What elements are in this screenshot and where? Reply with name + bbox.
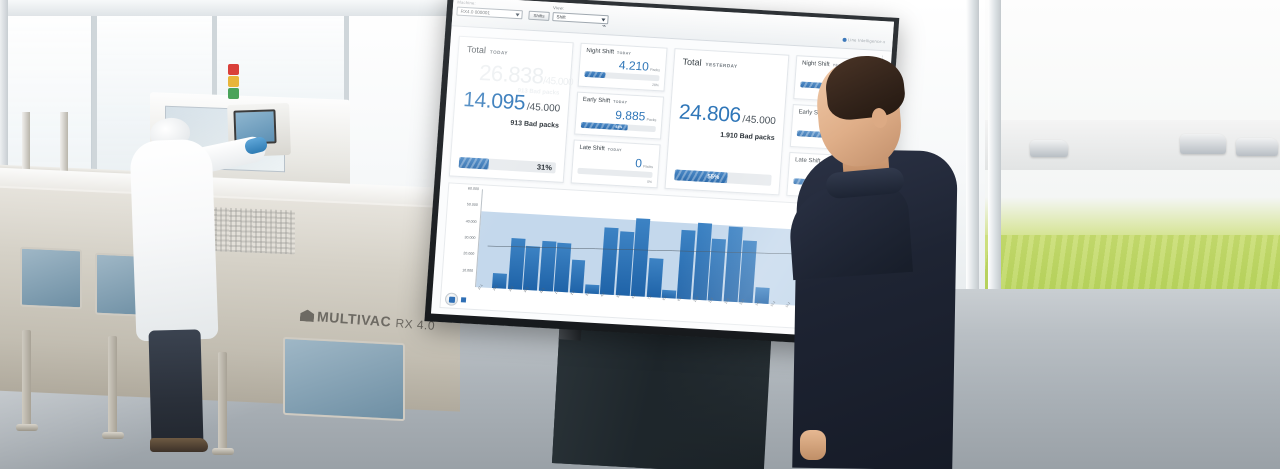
car-2 [1180, 134, 1226, 154]
chevron-down-icon [601, 17, 606, 22]
machine-frame-post-1 [22, 112, 30, 190]
window-mullion-1 [92, 0, 97, 300]
early-shift-today-value-row: 9.885 Packs [581, 105, 657, 123]
late-shift-today-title: Late Shift [579, 145, 605, 153]
card-late-shift-today[interactable]: Late Shift TODAY 0 Packs 0% [570, 139, 661, 189]
night-shift-today-period: TODAY [616, 50, 632, 56]
app-brand-text: Line Intelligence.x [847, 37, 886, 45]
early-shift-today-unit: Packs [646, 117, 657, 122]
card-total-yesterday-bad-packs: 1.910 Bad packs [719, 131, 775, 142]
card-total-today-period: TODAY [489, 49, 509, 56]
ceiling-beam [0, 0, 450, 16]
card-total-today-target: /45.000 [526, 101, 561, 115]
card-total-yesterday-target: /45.000 [742, 113, 777, 127]
shifts-button[interactable]: Shifts [528, 10, 550, 21]
card-total-today-progress: 31% [458, 156, 557, 174]
progress-fill [458, 156, 490, 170]
car-1 [1030, 140, 1068, 157]
chart-y-tick: 50.000 [466, 202, 478, 208]
shift-column-today: Night Shift TODAY 4.210 Packs 28% [570, 42, 668, 189]
card-total-yesterday[interactable]: Total YESTERDAY 24.806 /45.000 1.910 Bad… [664, 48, 790, 196]
car-3 [1236, 138, 1278, 156]
early-shift-today-period: TODAY [613, 99, 628, 105]
early-shift-today-percent-inline: 63% [615, 125, 623, 130]
machine-leg-3 [218, 352, 227, 450]
multivac-mark-icon [300, 309, 315, 322]
stack-light [228, 64, 239, 104]
chart-y-tick: 20.000 [463, 251, 475, 257]
card-total-today-bad-packs: 913 Bad packs [510, 119, 560, 130]
chart-y-axis: 60.000 50.000 40.000 30.000 20.000 10.000 [442, 186, 483, 288]
machine-leg-2 [108, 336, 117, 434]
early-shift-today-percent [581, 131, 656, 135]
progress-fill [584, 71, 606, 79]
window-mullion-3 [344, 0, 349, 190]
card-total-yesterday-progress: 55% [674, 169, 772, 186]
machine-select[interactable]: RX4.0 000001 [456, 6, 523, 20]
app-brand-logo: Line Intelligence.x [842, 37, 886, 44]
night-shift-today-title: Night Shift [586, 48, 615, 56]
card-total-today-ghost-value: 26.838/45.000 [478, 59, 573, 91]
card-total-yesterday-value: 24.806 [678, 100, 742, 127]
view-select-value: Shift [556, 14, 566, 20]
operator-lab-coat [129, 138, 219, 342]
operator-shoe [150, 438, 208, 452]
ghost-number: 26.838 [478, 59, 545, 89]
card-early-shift-today[interactable]: Early Shift TODAY 9.885 Packs 63% [574, 91, 665, 140]
machine-inspection-window-3 [283, 336, 405, 422]
card-total-yesterday-title: Total [682, 56, 702, 68]
card-total-today-title: Total [466, 44, 487, 56]
chevron-down-icon [515, 12, 520, 17]
ghost-target: /45.000 [542, 75, 574, 89]
view-filter-label: View: [552, 5, 565, 11]
machine-foot-2 [102, 432, 124, 439]
chart-y-tick: 10.000 [462, 267, 474, 273]
card-total-yesterday-percent: 55% [707, 173, 720, 181]
card-total-yesterday-header: Total YESTERDAY [682, 57, 780, 73]
chart-y-tick: 30.000 [464, 235, 476, 240]
early-shift-today-value: 9.885 [614, 107, 646, 124]
brand-dot-icon [842, 37, 847, 42]
night-shift-today-unit: Packs [650, 67, 661, 72]
early-shift-today-progress: 63% [580, 122, 656, 133]
card-total-today-value-row: 14.095 /45.000 [462, 88, 561, 118]
machine-frame-post-2 [60, 112, 68, 190]
card-total-yesterday-period: YESTERDAY [705, 61, 738, 69]
late-shift-today-period: TODAY [607, 147, 623, 153]
card-total-today-value: 14.095 [462, 87, 526, 115]
chart-y-tick: 60.000 [467, 186, 480, 192]
chart-legend-avatar-icon [444, 292, 459, 307]
view-select[interactable]: Shift [552, 12, 609, 25]
chart-legend-series-swatch [460, 297, 467, 303]
mouse-cursor-icon: ⌁ [601, 22, 607, 31]
card-total-today-percent: 31% [536, 162, 553, 173]
chart-y-tick: 40.000 [465, 219, 477, 224]
card-total-today[interactable]: Total TODAY 26.838/45.000 913 Bad packs … [448, 35, 574, 183]
early-shift-today-title: Early Shift [582, 96, 611, 105]
visitor-hand [800, 430, 826, 460]
late-shift-today-unit: Packs [643, 164, 654, 169]
operator-legs [148, 329, 204, 447]
card-total-yesterday-value-row: 24.806 /45.000 [678, 100, 777, 130]
late-shift-today-value: 0 [634, 155, 643, 171]
machine-inspection-window-1 [20, 246, 82, 310]
machine-foot-3 [212, 448, 234, 455]
progress-fill [674, 169, 729, 184]
night-shift-yesterday-title: Night Shift [801, 60, 830, 69]
card-night-shift-today[interactable]: Night Shift TODAY 4.210 Packs 28% [577, 42, 668, 92]
card-total-today-header: Total TODAY [467, 44, 565, 60]
machine-foot-1 [16, 424, 38, 431]
machine-select-value: RX4.0 000001 [460, 8, 491, 16]
legend-swatch [448, 296, 455, 303]
wall-post-left [0, 0, 8, 300]
shifts-button-label: Shifts [533, 12, 545, 19]
machine-leg-1 [22, 330, 31, 426]
machine-filter-label: Machine: [457, 0, 477, 6]
night-shift-today-value: 4.210 [618, 57, 650, 74]
